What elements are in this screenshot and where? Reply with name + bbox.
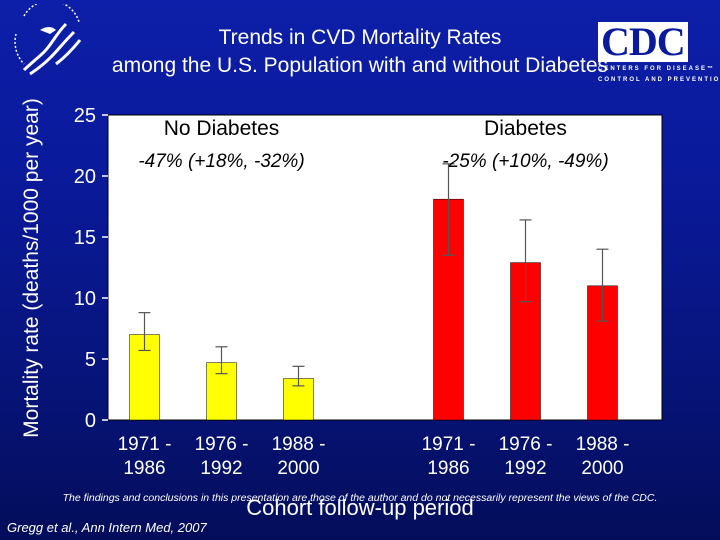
slide-title-line1: Trends in CVD Mortality Rates [218,26,502,49]
group-change-label: -25% (+10%, -49%) [442,151,608,172]
x-tick-label: 2000 [277,458,319,479]
slide-title-line2: among the U.S. Population with and witho… [111,54,609,77]
x-tick-label: 1988 - [272,434,326,455]
x-tick-label: 1992 [504,458,546,479]
x-tick-label: 1986 [123,458,165,479]
cdc-logo: CDC CENTERS FOR DISEASE™ CONTROL AND PRE… [598,22,720,84]
group-change-label: -47% (+18%, -32%) [138,151,304,172]
disclaimer-note: The findings and conclusions in this pre… [62,492,658,504]
y-tick-label: 5 [85,349,96,371]
y-tick-label: 20 [74,166,96,188]
y-tick-label: 0 [85,410,96,432]
y-tick-label: 25 [74,105,96,127]
citation: Gregg et al., Ann Intern Med, 2007 [7,520,207,535]
x-tick-label: 1976 - [195,434,249,455]
y-axis-label: Mortality rate (deaths/1000 per year) [20,98,43,438]
y-tick-label: 15 [74,227,96,249]
cdc-logo-subtitle-line2: CONTROL AND PREVENTION [598,77,720,83]
x-tick-label: 1986 [427,458,469,479]
x-tick-label: 1971 - [118,434,172,455]
x-tick-label: 2000 [581,458,623,479]
x-tick-label: 1976 - [499,434,553,455]
cdc-logo-subtitle-line1: CENTERS FOR DISEASE™ [598,66,716,72]
cdc-logo-text: CDC [598,22,688,62]
y-tick-label: 10 [74,288,96,310]
plot-area [107,114,663,421]
x-tick-label: 1992 [200,458,242,479]
x-axis-label: Cohort follow-up period [246,495,473,520]
hhs-eagle-logo [14,4,82,76]
x-tick-label: 1971 - [422,434,476,455]
group-label: Diabetes [484,117,567,140]
x-tick-label: 1988 - [576,434,630,455]
group-label: No Diabetes [164,117,280,140]
